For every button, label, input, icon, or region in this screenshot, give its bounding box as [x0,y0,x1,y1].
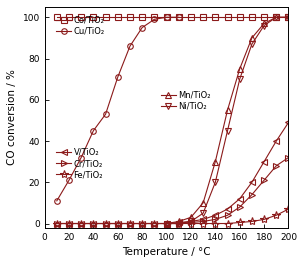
Legend: V/TiO₂, Cr/TiO₂, Fe/TiO₂: V/TiO₂, Cr/TiO₂, Fe/TiO₂ [56,148,103,179]
Y-axis label: CO conversion / %: CO conversion / % [7,69,17,165]
X-axis label: Temperature / °C: Temperature / °C [122,247,211,257]
